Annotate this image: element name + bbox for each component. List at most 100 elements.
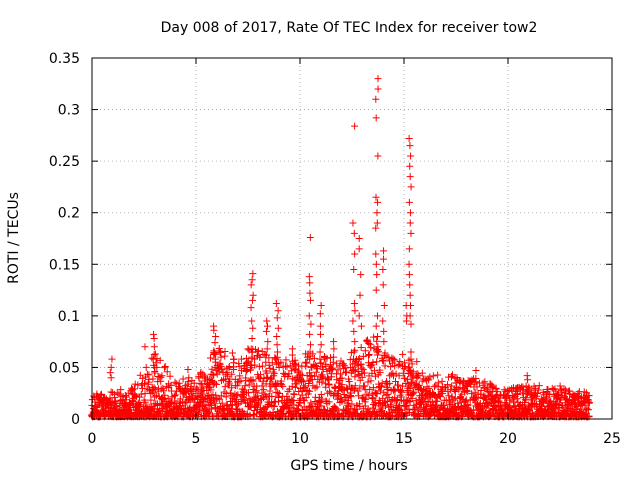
data-point (472, 367, 480, 375)
data-point (150, 351, 158, 359)
data-point (384, 398, 392, 406)
data-point (585, 392, 593, 400)
data-point (273, 332, 281, 340)
data-point (394, 381, 402, 389)
data-point (405, 245, 413, 253)
y-axis-label: ROTI / TECUs (6, 192, 22, 284)
data-point (374, 152, 382, 160)
data-point (380, 327, 388, 335)
data-point (230, 355, 238, 363)
data-point (381, 362, 389, 370)
data-point (306, 341, 314, 349)
data-point (306, 387, 314, 395)
data-point (275, 364, 283, 371)
data-point (195, 374, 203, 382)
data-points (88, 75, 593, 421)
data-point (258, 362, 266, 370)
data-point (372, 250, 380, 258)
data-point (239, 408, 247, 416)
data-point (245, 381, 253, 389)
data-point (190, 379, 198, 387)
data-point (523, 390, 531, 398)
data-point (254, 347, 262, 355)
data-point (317, 341, 325, 349)
data-point (405, 405, 413, 413)
data-point (141, 380, 149, 388)
data-point (316, 310, 324, 318)
data-point (274, 388, 282, 396)
data-point (293, 380, 301, 388)
data-point (266, 364, 274, 372)
data-point (560, 385, 568, 393)
data-point (247, 304, 255, 312)
data-point (217, 392, 225, 400)
data-point (373, 219, 381, 227)
data-point (181, 389, 189, 397)
data-point (184, 395, 192, 403)
data-point (379, 265, 387, 273)
data-point (306, 355, 314, 363)
data-point (107, 374, 115, 382)
data-point (424, 397, 432, 405)
data-point (449, 371, 457, 379)
data-point (323, 374, 331, 382)
data-point (407, 348, 415, 356)
data-point (372, 193, 380, 201)
data-point (274, 307, 282, 315)
data-point (562, 386, 570, 394)
data-point (236, 372, 244, 380)
data-point (442, 384, 450, 392)
data-point (351, 346, 359, 354)
data-point (351, 338, 359, 346)
data-point (351, 307, 359, 315)
data-point (468, 390, 476, 398)
data-point (338, 397, 346, 405)
data-point (306, 289, 314, 297)
data-point (106, 369, 114, 377)
data-point (153, 355, 161, 363)
data-point (374, 343, 382, 351)
data-point (387, 363, 395, 371)
data-point (258, 382, 266, 390)
data-point (167, 381, 175, 389)
data-point (221, 383, 229, 391)
data-point (385, 354, 393, 361)
data-point (275, 390, 283, 398)
data-point (488, 382, 496, 390)
data-point (222, 393, 230, 401)
data-point (425, 376, 433, 384)
data-point (358, 373, 366, 381)
data-point (584, 406, 592, 414)
data-point (413, 373, 421, 381)
data-point (257, 371, 265, 379)
data-point (423, 403, 431, 411)
data-point (141, 343, 149, 351)
data-point (325, 381, 333, 389)
data-point (423, 383, 431, 391)
data-point (268, 375, 276, 383)
data-point (332, 405, 340, 413)
data-point (572, 402, 580, 410)
data-point (346, 404, 354, 412)
data-point (302, 394, 310, 402)
data-point (144, 380, 152, 388)
data-point (372, 114, 380, 122)
data-point (399, 350, 407, 358)
data-point (279, 382, 287, 390)
data-point (263, 317, 271, 325)
data-point (365, 350, 373, 358)
data-point (138, 384, 146, 392)
y-tick-label: 0.2 (58, 206, 80, 222)
data-point (210, 347, 218, 355)
data-point (163, 368, 171, 376)
data-point (460, 378, 468, 386)
data-point (294, 377, 302, 385)
data-point (117, 386, 125, 394)
data-point (369, 395, 377, 403)
data-point (453, 384, 461, 392)
data-point (347, 391, 355, 399)
data-point (429, 372, 437, 380)
data-point (207, 386, 215, 394)
data-point (337, 370, 345, 378)
data-point (305, 273, 313, 281)
